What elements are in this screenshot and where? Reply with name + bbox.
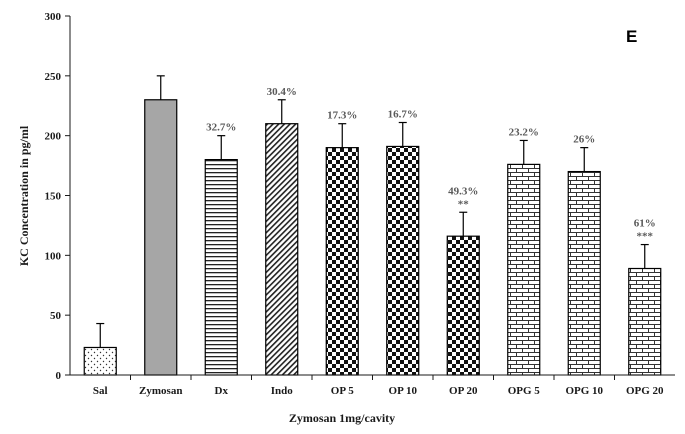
x-tick-label: OP 20 <box>449 385 478 397</box>
bars: 32.7% 30.4% 17.3% 16.7% 49.3%** 23.2% 26% 61%**… <box>83 75 662 376</box>
x-tick-label: OPG 20 <box>626 385 664 397</box>
y-tick-label: 300 <box>45 11 62 23</box>
percent-label: 17.3% <box>327 110 357 122</box>
x-tick-label: Indo <box>271 385 294 397</box>
x-tick-label: OPG 10 <box>565 385 603 397</box>
x-tick-label: OPG 5 <box>508 385 541 397</box>
y-tick-label: 100 <box>45 250 62 262</box>
percent-label: 26% <box>573 134 595 146</box>
y-tick-label: 0 <box>56 370 62 382</box>
bar <box>325 147 359 376</box>
bar <box>265 123 299 376</box>
x-axis-ticks: Sal Zymosan Dx Indo OP 5 OP 10 OP 20 OPG 5 OPG 1… <box>93 375 664 397</box>
bar <box>83 346 117 376</box>
percent-label: 30.4% <box>267 86 297 98</box>
x-tick-label: Sal <box>93 385 108 397</box>
percent-label: 61% <box>634 218 656 230</box>
percent-label: 32.7% <box>206 122 236 134</box>
percent-label: 49.3% <box>448 185 478 197</box>
bar <box>144 99 178 376</box>
x-tick-label: OP 10 <box>389 385 418 397</box>
y-tick-label: 50 <box>50 310 62 322</box>
y-tick-label: 150 <box>45 191 62 203</box>
x-tick-label: OP 5 <box>331 385 354 397</box>
x-axis-title: Zymosan 1mg/cavity <box>289 411 395 425</box>
y-axis-ticks: 0 50 100 150 200 250 300 <box>45 11 70 382</box>
bar <box>567 170 601 376</box>
x-tick-label: Zymosan <box>139 385 182 397</box>
percent-label: 23.2% <box>509 126 539 138</box>
bar <box>628 267 662 376</box>
panel-label: E <box>626 27 637 46</box>
bar <box>204 159 238 376</box>
bar <box>446 235 480 376</box>
y-tick-label: 250 <box>45 71 62 83</box>
x-tick-label: Dx <box>215 385 229 397</box>
bar <box>386 145 420 376</box>
significance-marker: ** <box>458 198 470 210</box>
significance-marker: *** <box>637 231 654 243</box>
bar <box>507 163 541 376</box>
percent-label: 16.7% <box>388 109 418 121</box>
y-tick-label: 200 <box>45 131 62 143</box>
y-axis-title: KC Concentration in pg/ml <box>17 125 31 266</box>
